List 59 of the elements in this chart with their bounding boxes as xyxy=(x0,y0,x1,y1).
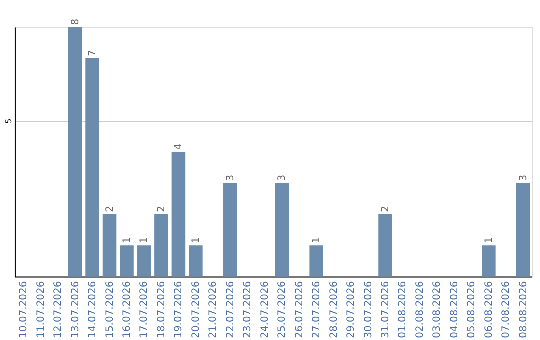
bar xyxy=(137,246,152,277)
bar xyxy=(310,246,324,277)
x-tick-label: 25.07.2026 xyxy=(277,281,288,338)
x-tick-label: 08.08.2026 xyxy=(518,281,530,338)
data-label: 2 xyxy=(380,206,392,212)
data-label: 1 xyxy=(312,237,323,244)
bar xyxy=(120,246,134,277)
x-tick-label: 13.07.2026 xyxy=(70,281,82,338)
data-label: 1 xyxy=(484,237,495,244)
x-tick-label: 26.07.2026 xyxy=(294,281,306,338)
bar xyxy=(189,246,203,277)
bar xyxy=(102,214,117,277)
x-tick-label: 14.07.2026 xyxy=(88,281,99,338)
x-tick-label: 06.08.2026 xyxy=(484,281,495,338)
data-label: 2 xyxy=(104,206,116,212)
bar xyxy=(68,27,82,277)
x-tick-label: 12.07.2026 xyxy=(53,281,64,338)
x-tick-label: 05.08.2026 xyxy=(466,281,478,338)
bar xyxy=(378,214,392,277)
bar xyxy=(154,214,168,277)
x-tick-label: 31.07.2026 xyxy=(380,281,392,338)
x-tick-label: 02.08.2026 xyxy=(414,281,426,338)
bar xyxy=(172,152,186,277)
x-tick-label: 22.07.2026 xyxy=(225,281,236,338)
data-label: 1 xyxy=(190,237,202,244)
x-tick-label: 20.07.2026 xyxy=(190,281,202,338)
data-label: 3 xyxy=(225,174,236,182)
x-tick-label: 10.07.2026 xyxy=(18,281,30,338)
x-tick-label: 04.08.2026 xyxy=(449,281,460,338)
data-label: 2 xyxy=(156,206,168,212)
x-tick-label: 27.07.2026 xyxy=(312,281,323,338)
x-tick-label: 28.07.2026 xyxy=(328,281,340,338)
x-tick-label: 29.07.2026 xyxy=(346,281,358,338)
data-label: 1 xyxy=(122,237,133,244)
x-tick-label: 23.07.2026 xyxy=(242,281,254,338)
x-tick-label: 03.08.2026 xyxy=(432,281,444,338)
data-label: 3 xyxy=(277,174,288,182)
bar xyxy=(516,183,530,277)
bar xyxy=(482,246,496,277)
x-tick-label: 11.07.2026 xyxy=(36,281,47,338)
data-label: 3 xyxy=(518,174,530,182)
data-label: 4 xyxy=(174,144,185,150)
bar xyxy=(224,183,238,277)
x-tick-label: 18.07.2026 xyxy=(156,281,168,338)
data-label: 8 xyxy=(70,18,82,26)
x-tick-label: 24.07.2026 xyxy=(260,281,271,338)
x-tick-label: 07.08.2026 xyxy=(501,281,512,338)
bar xyxy=(86,58,100,277)
x-tick-label: 17.07.2026 xyxy=(139,281,150,338)
x-tick-label: 19.07.2026 xyxy=(174,281,185,338)
x-tick-label: 16.07.2026 xyxy=(122,281,133,338)
x-tick-label: 01.08.2026 xyxy=(398,281,409,338)
data-label: 1 xyxy=(139,237,150,244)
x-tick-label: 30.07.2026 xyxy=(363,281,374,338)
x-tick-label: 21.07.2026 xyxy=(208,281,220,338)
data-label: 7 xyxy=(88,50,99,56)
x-tick-label: 15.07.2026 xyxy=(104,281,116,338)
bar xyxy=(275,183,290,277)
y-tick-label: 5 xyxy=(4,118,14,124)
